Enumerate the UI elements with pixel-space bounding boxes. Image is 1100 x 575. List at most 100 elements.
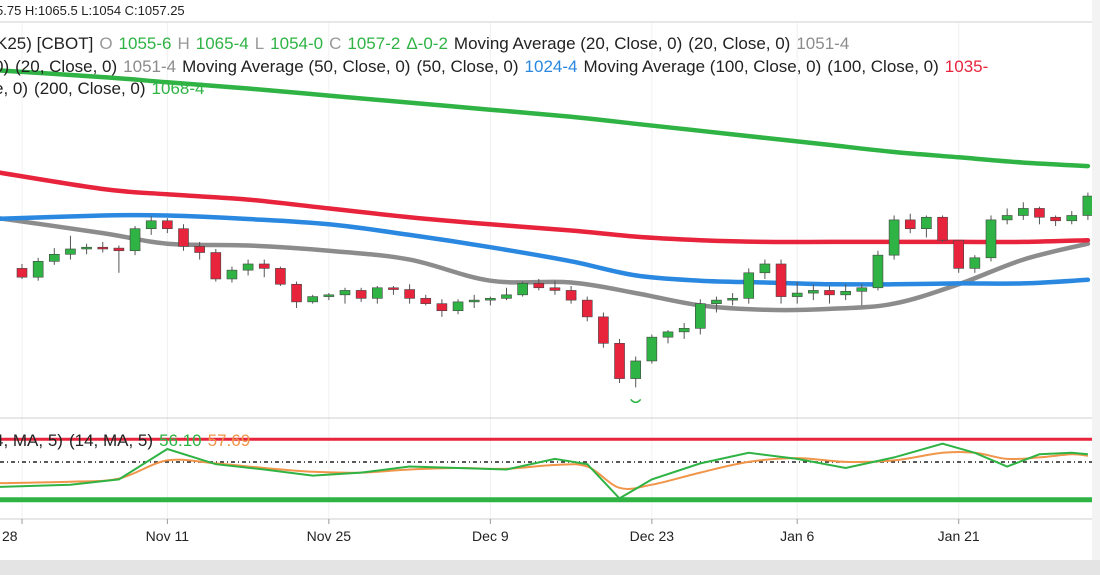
candle-50	[824, 286, 835, 304]
legend-item-7: C	[329, 34, 341, 53]
oscillator-legend: 4, MA, 5) (14, MA, 5) 56.10 57.69	[0, 431, 250, 450]
candle-47	[775, 259, 787, 304]
legend-item-6: 1054-0	[270, 34, 323, 53]
header-background	[0, 0, 1100, 22]
candle-body	[452, 301, 464, 312]
candle-19	[323, 293, 335, 301]
candle-23	[388, 286, 399, 295]
candle-body	[258, 263, 270, 269]
candle-54	[888, 215, 900, 260]
candle-body	[662, 331, 674, 338]
candle-body	[775, 263, 787, 297]
candle-55	[904, 213, 916, 234]
candle-body	[1001, 215, 1013, 221]
candle-45	[743, 268, 755, 304]
candle-body	[97, 246, 109, 250]
legend-item-11: (20, Close, 0)	[688, 34, 790, 53]
candle-body	[840, 291, 851, 296]
candle-9	[162, 218, 173, 234]
legend-item-10: Moving Average (20, Close, 0)	[454, 34, 682, 53]
legend-line-2: 0) (20, Close, 0) 1051-4 Moving Average (50…	[0, 57, 988, 76]
candle-body	[598, 316, 609, 344]
oscillator-pane	[0, 437, 1100, 503]
candle-body	[16, 268, 28, 278]
candle-body	[420, 298, 432, 304]
candle-body	[242, 263, 254, 271]
oscillator-k-line	[0, 442, 1088, 500]
candles	[16, 192, 1094, 404]
candle-58	[953, 239, 965, 273]
candle-17	[291, 281, 302, 309]
candle-body	[65, 248, 76, 255]
candle-body	[565, 290, 577, 301]
candle-53	[872, 250, 884, 291]
candle-4	[81, 243, 92, 255]
candle-46	[759, 259, 771, 279]
oscillator-d-line	[0, 450, 1089, 490]
x-axis: 28 Nov 11 Nov 25 Dec 9 Dec 23 Jan 6 Jan 21	[2, 519, 980, 544]
swing-low-marker	[630, 398, 642, 404]
right-edge	[1092, 0, 1100, 560]
ma-20-line	[0, 216, 1091, 313]
candle-body	[355, 290, 367, 299]
header-quote: 5.75 H:1065.5 L:1054 C:1057.25	[0, 3, 185, 18]
grid	[21, 23, 960, 519]
x-tick-label-5: Jan 6	[780, 528, 814, 544]
candle-body	[985, 219, 997, 259]
candle-body	[678, 328, 690, 333]
legend-item-2: 1068-4	[152, 79, 205, 98]
candle-41	[678, 323, 690, 339]
candle-body	[291, 283, 302, 303]
candle-body	[533, 283, 545, 289]
candle-body	[872, 254, 884, 289]
candle-body	[581, 299, 593, 318]
candle-body	[371, 287, 383, 299]
candle-59	[969, 255, 981, 273]
candle-body	[129, 228, 141, 252]
legend-item-8: 1035-	[945, 57, 988, 76]
candle-body	[888, 219, 900, 256]
candle-37	[614, 338, 625, 383]
bottom-scrollbar[interactable]	[0, 560, 1100, 575]
candle-3	[65, 235, 76, 260]
candle-body	[485, 298, 496, 301]
candle-5	[97, 241, 109, 253]
candle-body	[759, 263, 771, 274]
ma-50-line	[0, 212, 1091, 287]
candle-6	[113, 245, 125, 273]
candle-39	[646, 334, 658, 364]
legend-line-1: K25) [CBOT] O 1055-6 H 1065-4 L 1054-0 C 1057-2 Δ…	[0, 34, 849, 53]
candle-27	[452, 299, 464, 315]
candle-body	[307, 296, 319, 303]
candle-0	[16, 263, 28, 279]
candle-body	[1017, 208, 1029, 216]
candle-body	[145, 220, 157, 230]
candle-1	[32, 257, 44, 281]
legend-item-2: 56.10	[159, 431, 202, 450]
legend-item-4: (50, Close, 0)	[416, 57, 518, 76]
candle-65	[1066, 211, 1078, 225]
candle-body	[113, 247, 125, 252]
candle-10	[178, 224, 189, 251]
candle-body	[32, 261, 44, 278]
candle-body	[549, 287, 561, 291]
candle-49	[808, 284, 819, 301]
candle-13	[226, 266, 238, 283]
legend-item-12: 1051-4	[796, 34, 849, 53]
candle-body	[1066, 215, 1078, 222]
candle-body	[711, 299, 722, 304]
candle-30	[501, 287, 512, 301]
candle-body	[808, 290, 819, 294]
candle-62	[1017, 202, 1029, 220]
legend-line-3: e, 0) (200, Close, 0) 1068-4	[0, 79, 204, 98]
ma-200-line	[0, 68, 1091, 169]
candle-24	[404, 284, 415, 304]
legend-item-1: (200, Close, 0)	[34, 79, 146, 98]
ma-100-line	[0, 170, 1091, 245]
x-tick-label-4: Dec 23	[630, 528, 675, 544]
legend-item-5: L	[255, 34, 264, 53]
candle-body	[791, 292, 803, 297]
candle-body	[81, 246, 92, 250]
candle-36	[598, 312, 609, 348]
